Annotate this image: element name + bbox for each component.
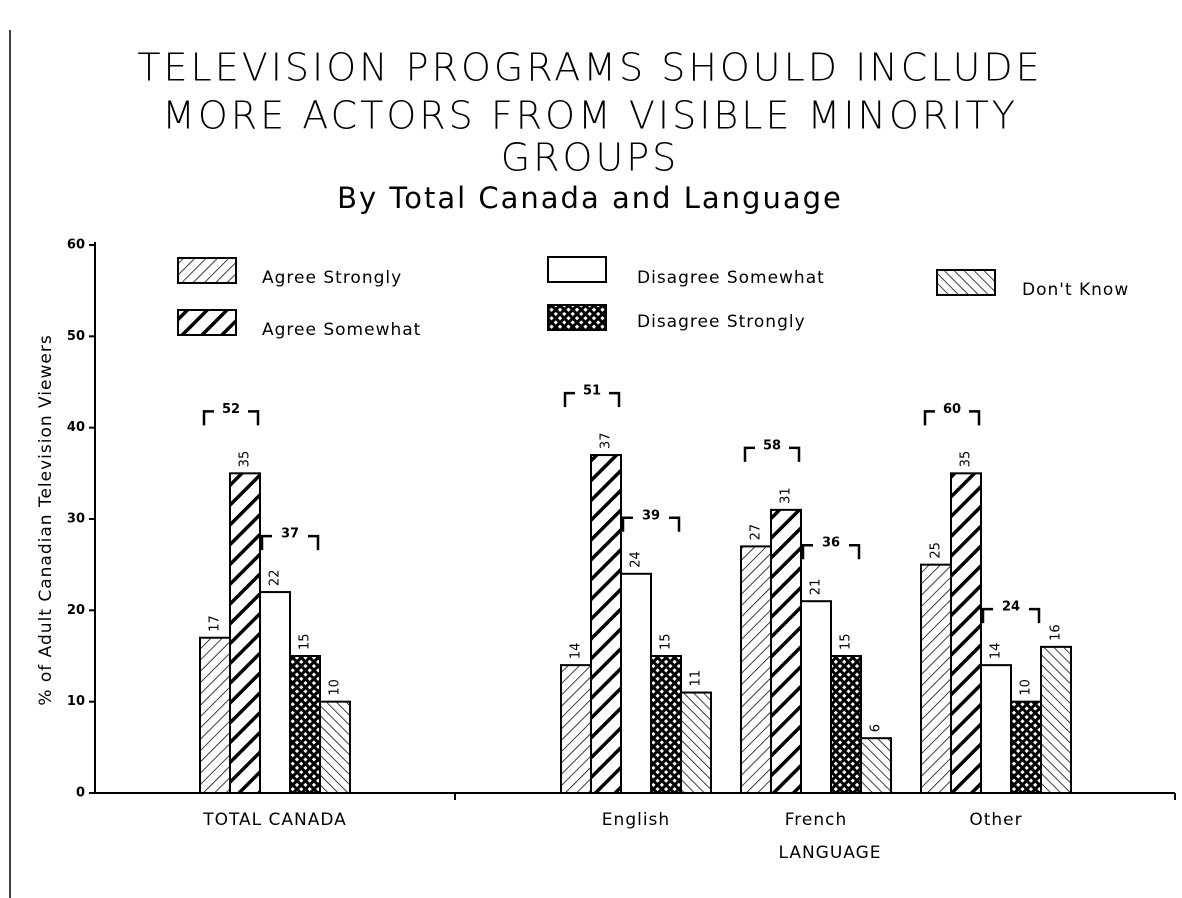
- bar: [680, 691, 712, 794]
- value-label: 15: [298, 633, 313, 650]
- value-label: 27: [749, 524, 764, 541]
- bracket-label: 58: [763, 438, 781, 453]
- legend-swatch: [547, 304, 607, 331]
- legend-label: Agree Somewhat: [262, 320, 421, 340]
- title-line: TELEVISION PROGRAMS SHOULD INCLUDE: [137, 46, 1042, 90]
- value-label: 25: [929, 542, 944, 559]
- bar: [650, 655, 682, 794]
- bar: [319, 700, 351, 795]
- value-label: 37: [599, 433, 614, 450]
- bracket-label: 39: [642, 508, 660, 523]
- y-tick-label: 40: [67, 420, 85, 435]
- value-label: 24: [629, 551, 644, 568]
- bar: [590, 454, 622, 794]
- legend-swatch: [177, 309, 237, 336]
- bracket-label: 24: [1002, 600, 1020, 615]
- bracket: [743, 446, 801, 462]
- value-label: 17: [208, 615, 223, 632]
- y-tick-label: 0: [76, 786, 85, 801]
- bar: [1010, 700, 1042, 795]
- legend-label: Agree Strongly: [262, 268, 402, 288]
- value-label: 21: [809, 579, 824, 596]
- bracket-label: 36: [822, 536, 840, 551]
- value-label: 14: [569, 643, 584, 660]
- value-label: 15: [839, 633, 854, 650]
- value-label: 10: [328, 679, 343, 696]
- legend-label: Disagree Somewhat: [637, 268, 825, 288]
- legend-swatch: [547, 256, 607, 283]
- bar: [199, 636, 231, 794]
- bracket: [923, 410, 981, 426]
- bar: [830, 655, 862, 794]
- bar: [620, 572, 652, 794]
- y-axis-label: % of Adult Canadian Television Viewers: [36, 334, 56, 705]
- bracket: [260, 534, 320, 551]
- y-tick-label: 30: [67, 512, 85, 527]
- bracket-label: 52: [222, 402, 240, 417]
- bracket: [801, 543, 861, 560]
- bar: [259, 591, 291, 794]
- bar: [950, 472, 982, 794]
- value-label: 15: [659, 633, 674, 650]
- y-tick-label: 50: [67, 329, 85, 344]
- bar: [1040, 645, 1072, 794]
- bracket: [981, 607, 1041, 624]
- bar: [740, 545, 772, 795]
- bar: [920, 563, 952, 795]
- bar: [800, 600, 832, 795]
- bar: [289, 655, 321, 794]
- subtitle: By Total Canada and Language: [337, 181, 843, 215]
- title-line: MORE ACTORS FROM VISIBLE MINORITY: [162, 94, 1018, 138]
- legend-swatch: [177, 257, 237, 284]
- x-tick-label: Other: [969, 810, 1022, 830]
- bar: [980, 664, 1012, 795]
- bracket-label: 60: [943, 402, 961, 417]
- x-group-label: LANGUAGE: [778, 843, 881, 863]
- value-label: 10: [1019, 679, 1034, 696]
- value-label: 16: [1049, 624, 1064, 641]
- value-label: 6: [869, 724, 884, 732]
- y-tick-label: 20: [67, 603, 85, 618]
- x-tick-label: TOTAL CANADA: [202, 810, 347, 830]
- value-label: 22: [268, 570, 283, 587]
- legend-label: Don't Know: [1022, 280, 1129, 300]
- y-tick-label: 60: [67, 238, 85, 253]
- y-tick-label: 10: [67, 694, 85, 709]
- value-label: 11: [689, 670, 704, 687]
- bar: [560, 664, 592, 795]
- bracket-label: 51: [583, 384, 601, 399]
- value-label: 35: [959, 451, 974, 468]
- bracket: [621, 516, 681, 532]
- x-tick-label: French: [785, 810, 848, 830]
- x-tick-label: English: [602, 810, 670, 830]
- bracket: [202, 410, 260, 426]
- bar: [860, 737, 892, 795]
- bracket: [563, 391, 621, 408]
- title-line: GROUPS: [501, 136, 680, 180]
- bar: [770, 508, 802, 794]
- bracket-label: 37: [281, 527, 299, 542]
- value-label: 31: [779, 487, 794, 504]
- value-label: 35: [238, 451, 253, 468]
- value-label: 14: [989, 643, 1004, 660]
- bar: [229, 472, 261, 794]
- legend-swatch: [936, 269, 996, 296]
- legend-label: Disagree Strongly: [637, 312, 806, 332]
